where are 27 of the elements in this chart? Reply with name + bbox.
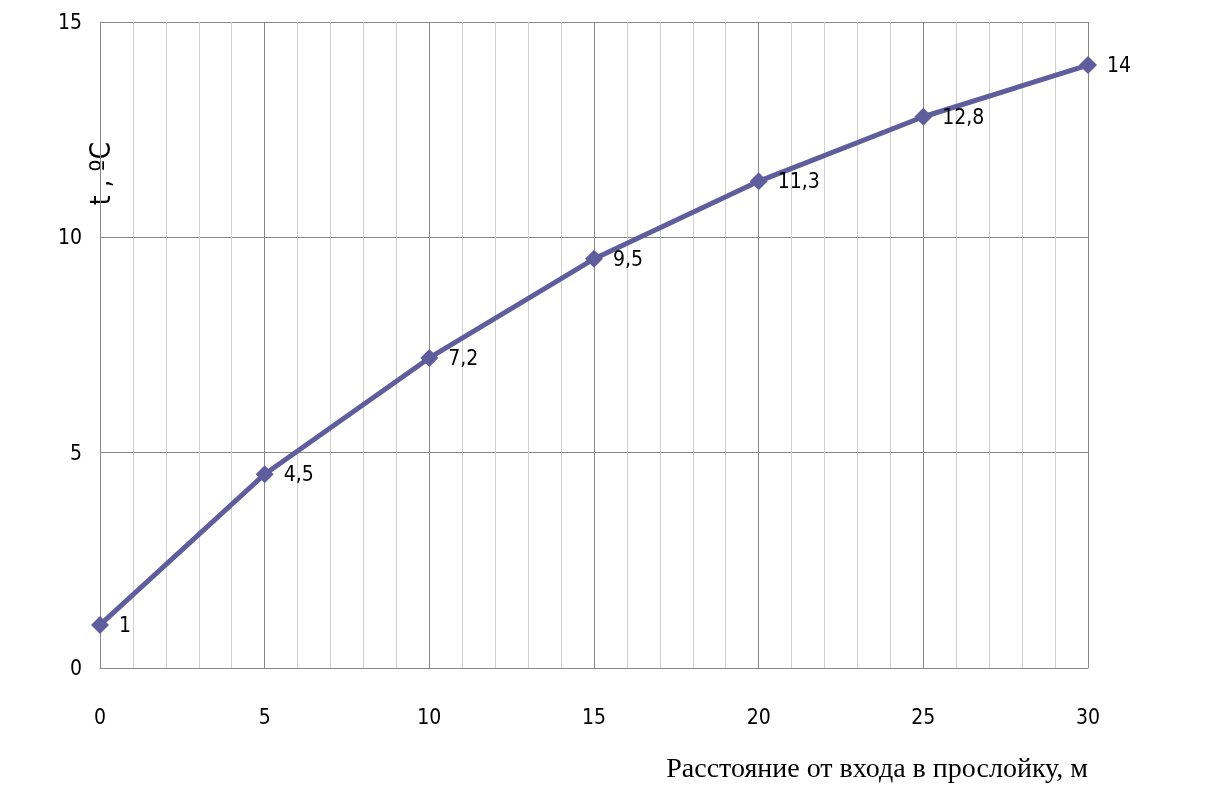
y-axis-title: t , ºC: [83, 142, 117, 206]
point: [255, 465, 274, 484]
y-tick-label: 0: [69, 656, 82, 680]
x-tick-label: 15: [581, 704, 607, 729]
point: [914, 107, 933, 126]
point: [749, 172, 768, 191]
point: [91, 615, 109, 634]
y-tick-label: 5: [69, 440, 82, 465]
x-tick-label: 25: [911, 704, 936, 729]
data-label: 11,3: [777, 169, 820, 194]
y-tick-label: 10: [57, 225, 82, 250]
x-tick-label: 0: [93, 704, 107, 729]
x-tick-label: 5: [258, 704, 271, 729]
data-label: 14: [1107, 53, 1132, 78]
x-tick-label: 10: [417, 704, 442, 729]
data-label: 4,5: [283, 462, 314, 487]
data-label: 9,5: [613, 246, 644, 271]
x-tick-label: 30: [1075, 704, 1101, 729]
point: [420, 348, 439, 367]
y-tick-label: 15: [57, 10, 82, 34]
data-label: 1: [119, 612, 132, 637]
point: [1079, 56, 1097, 75]
point: [585, 249, 603, 268]
data-label: 7,2: [448, 345, 479, 370]
x-axis-title: Расстояние от входа в прослойку, м: [666, 751, 1089, 783]
x-tick-label: 20: [746, 704, 771, 729]
data-label: 12,8: [942, 104, 985, 129]
